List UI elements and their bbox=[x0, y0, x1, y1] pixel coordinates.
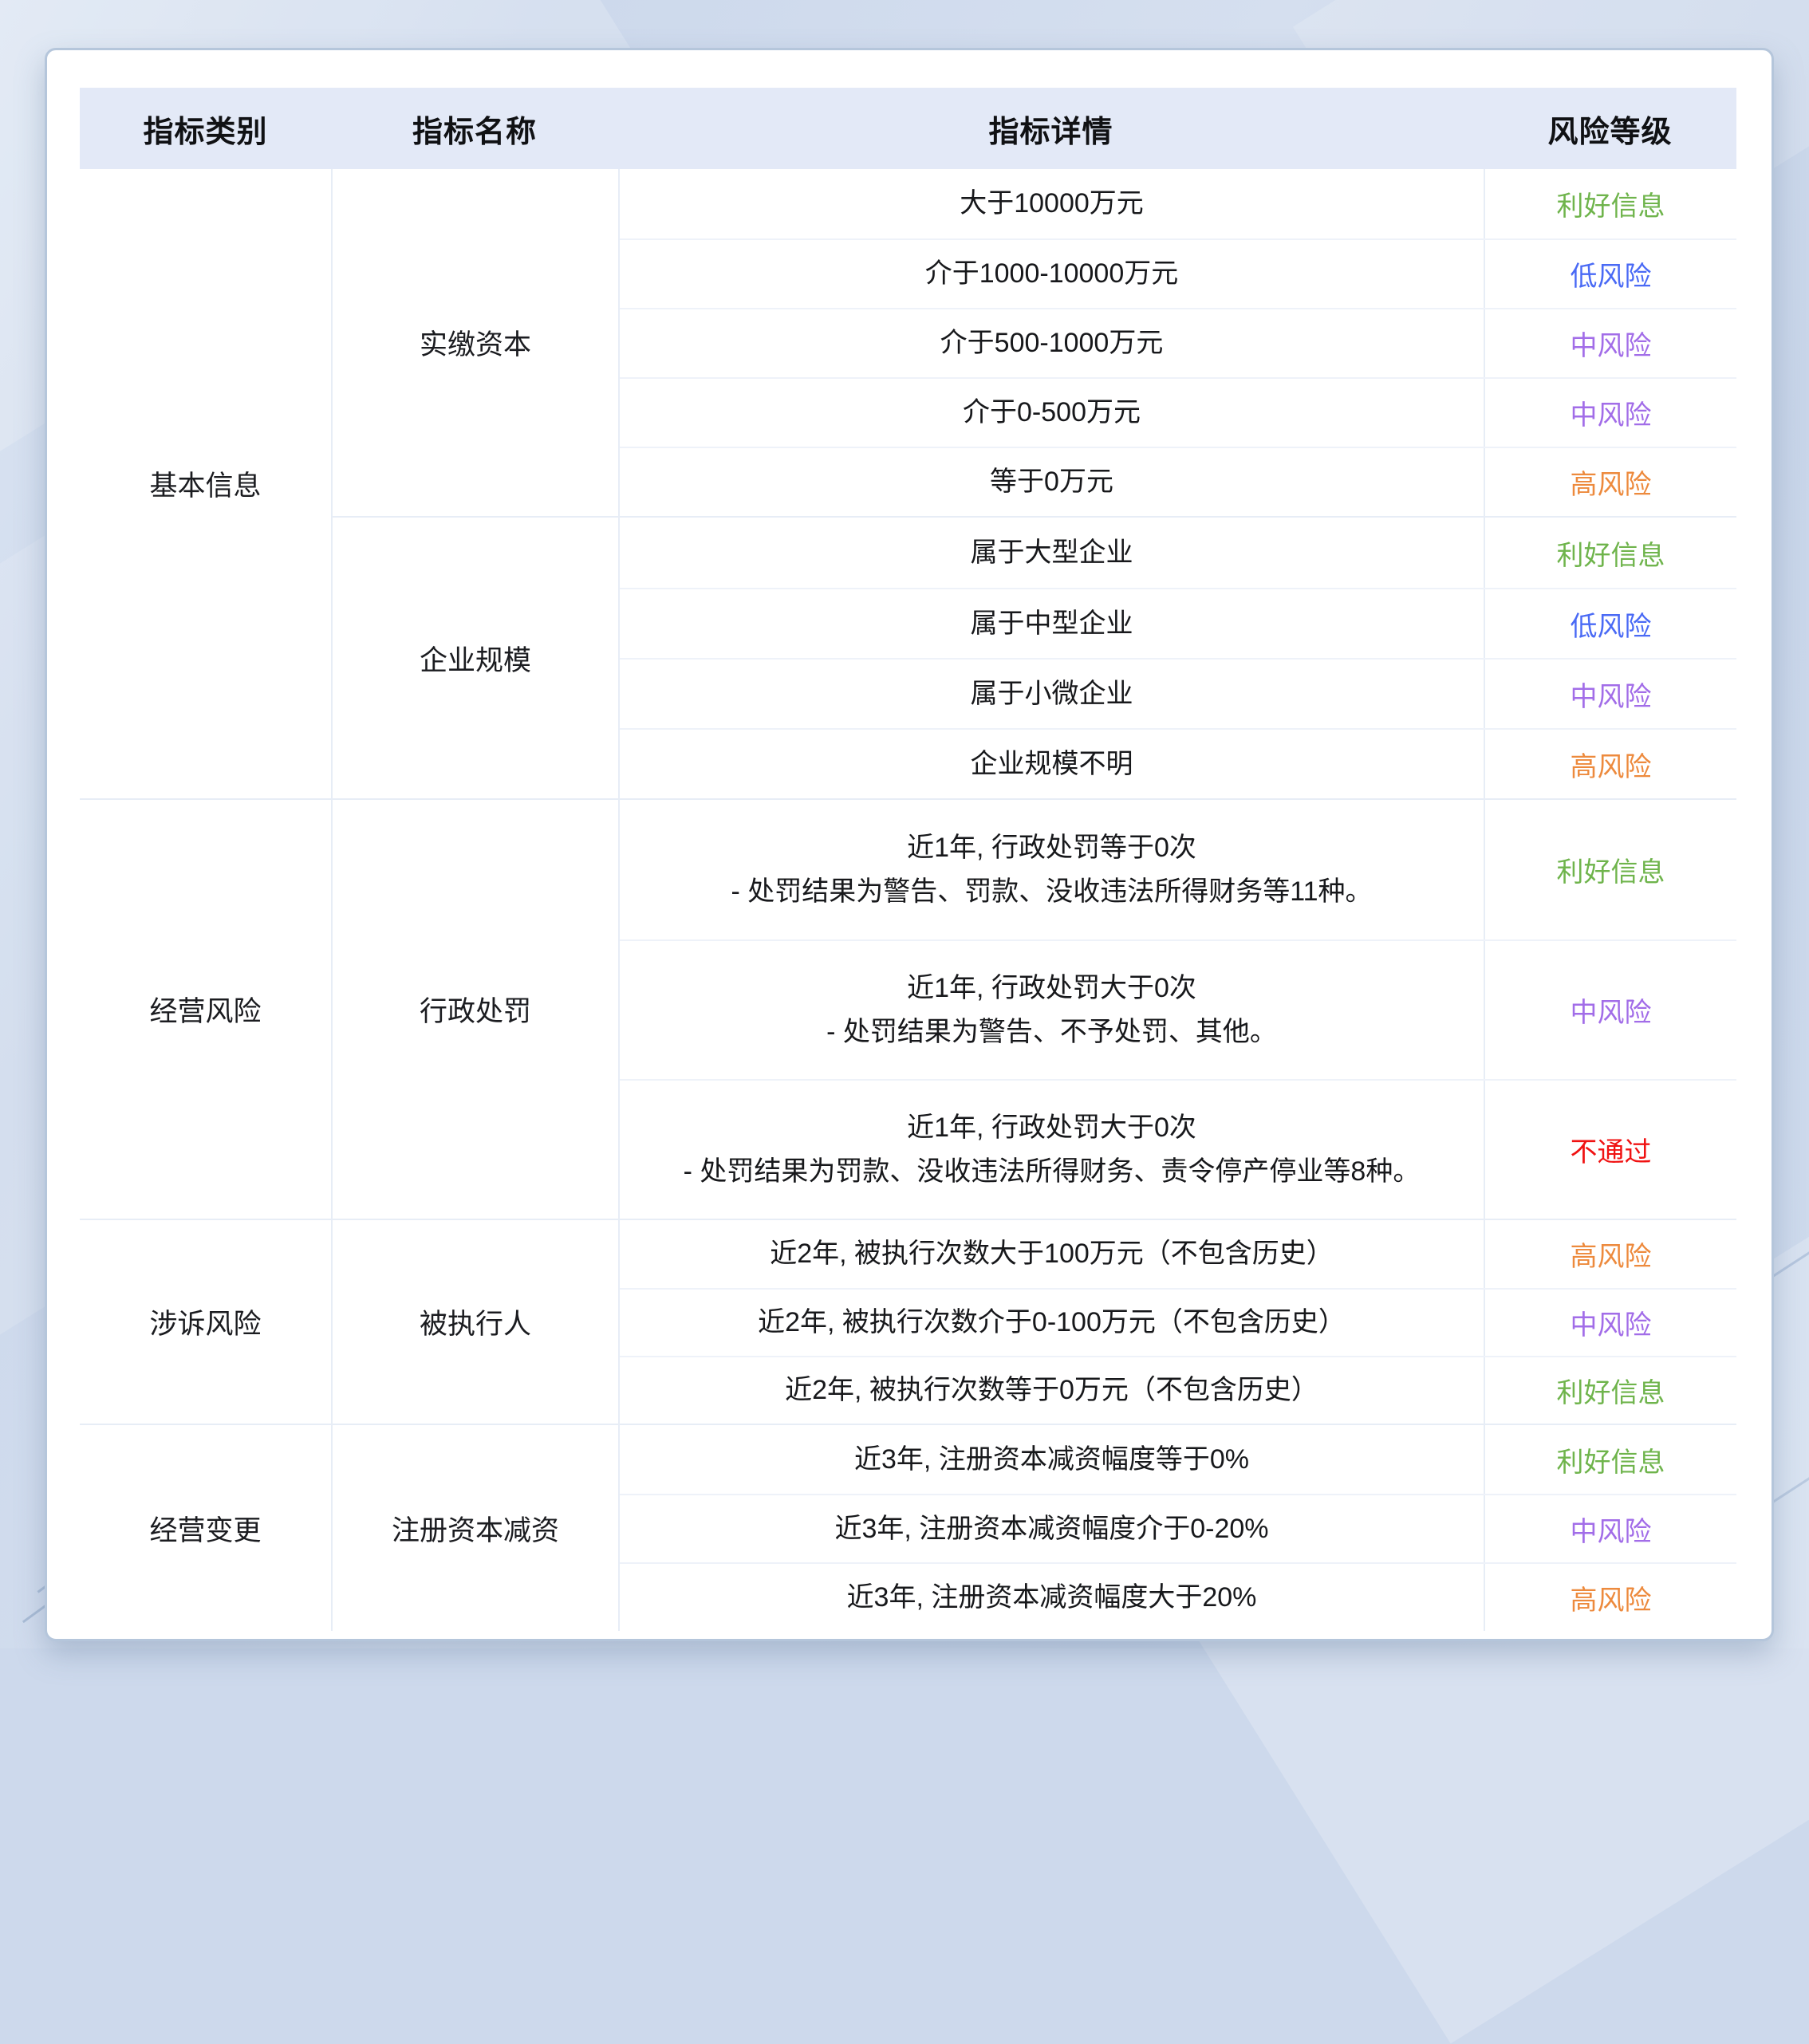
indicator-rows: 属于大型企业 利好信息 属于中型企业 低风险 属于小微企业 中风险 企业规模 bbox=[618, 518, 1736, 798]
table-row: 近2年, 被执行次数大于100万元（不包含历史） 高风险 bbox=[620, 1220, 1736, 1288]
indicator-detail-cell: 近3年, 注册资本减资幅度介于0-20% bbox=[834, 1513, 1269, 1544]
indicator-detail-cell: 近1年, 行政处罚大于0次 - 处罚结果为警告、不予处罚、其他。 bbox=[826, 973, 1277, 1047]
table-row: 介于0-500万元 中风险 bbox=[620, 377, 1736, 447]
risk-level: 低风险 bbox=[1484, 589, 1736, 658]
indicator-name-cell: 行政处罚 bbox=[419, 996, 531, 1027]
risk-level: 不通过 bbox=[1484, 1081, 1736, 1219]
category-group-body: 实缴资本 大于10000万元 利好信息 介于1000-10000万元 低风险 介… bbox=[331, 169, 1736, 798]
table-row: 属于中型企业 低风险 bbox=[620, 588, 1736, 658]
indicator-rows: 近3年, 注册资本减资幅度等于0% 利好信息 近3年, 注册资本减资幅度介于0-… bbox=[618, 1425, 1736, 1631]
table-row: 近3年, 注册资本减资幅度等于0% 利好信息 bbox=[620, 1425, 1736, 1494]
table-body: 基本信息 实缴资本 大于10000万元 利好信息 介于1000-10000万元 … bbox=[80, 169, 1736, 1631]
category-group-body: 行政处罚 近1年, 行政处罚等于0次 - 处罚结果为警告、罚款、没收违法所得财务… bbox=[331, 800, 1736, 1219]
table-row: 等于0万元 高风险 bbox=[620, 447, 1736, 516]
indicator-detail-cell: 介于0-500万元 bbox=[963, 397, 1141, 428]
indicator-detail-cell: 近1年, 行政处罚大于0次 - 处罚结果为罚款、没收违法所得财务、责令停产停业等… bbox=[683, 1113, 1421, 1187]
category-cell: 涉诉风险 bbox=[149, 1309, 262, 1340]
indicator-name-cell: 实缴资本 bbox=[419, 329, 531, 360]
category-group: 基本信息 实缴资本 大于10000万元 利好信息 介于1000-10000万元 … bbox=[80, 169, 1736, 798]
category-group-body: 被执行人 近2年, 被执行次数大于100万元（不包含历史） 高风险 近2年, 被… bbox=[331, 1220, 1736, 1424]
risk-level: 利好信息 bbox=[1484, 1425, 1736, 1494]
indicator-detail-cell: 近2年, 被执行次数大于100万元（不包含历史） bbox=[770, 1239, 1334, 1270]
indicator-detail-cell: 介于1000-10000万元 bbox=[924, 258, 1179, 289]
risk-level: 利好信息 bbox=[1484, 1357, 1736, 1424]
risk-level: 高风险 bbox=[1484, 730, 1736, 798]
table-row: 近1年, 行政处罚大于0次 - 处罚结果为警告、不予处罚、其他。 中风险 bbox=[620, 939, 1736, 1079]
indicator-block: 企业规模 属于大型企业 利好信息 属于中型企业 低风险 属于小微企业 中风险 bbox=[333, 516, 1736, 798]
risk-level: 利好信息 bbox=[1484, 800, 1736, 939]
category-cell: 经营风险 bbox=[149, 996, 262, 1027]
indicator-name-cell: 企业规模 bbox=[419, 644, 531, 676]
indicator-detail-cell: 大于10000万元 bbox=[960, 188, 1144, 219]
table-row: 近3年, 注册资本减资幅度介于0-20% 中风险 bbox=[620, 1494, 1736, 1562]
risk-level: 中风险 bbox=[1484, 379, 1736, 447]
table-row: 大于10000万元 利好信息 bbox=[620, 169, 1736, 238]
category-group-body: 注册资本减资 近3年, 注册资本减资幅度等于0% 利好信息 近3年, 注册资本减… bbox=[331, 1425, 1736, 1631]
column-header-risk: 风险等级 bbox=[1547, 115, 1673, 149]
category-group: 经营变更 注册资本减资 近3年, 注册资本减资幅度等于0% 利好信息 近3年, … bbox=[80, 1424, 1736, 1631]
category-group: 经营风险 行政处罚 近1年, 行政处罚等于0次 - 处罚结果为警告、罚款、没收违… bbox=[80, 798, 1736, 1219]
indicator-rows: 近2年, 被执行次数大于100万元（不包含历史） 高风险 近2年, 被执行次数介… bbox=[618, 1220, 1736, 1424]
indicator-rows: 近1年, 行政处罚等于0次 - 处罚结果为警告、罚款、没收违法所得财务等11种。… bbox=[618, 800, 1736, 1219]
risk-indicator-table: 指标类别 指标名称 指标详情 风险等级 基本信息 实缴资本 大于10000万元 … bbox=[80, 88, 1736, 1631]
indicator-detail-cell: 近3年, 注册资本减资幅度等于0% bbox=[854, 1443, 1249, 1475]
category-group: 涉诉风险 被执行人 近2年, 被执行次数大于100万元（不包含历史） 高风险 近… bbox=[80, 1219, 1736, 1424]
indicator-detail-cell: 近2年, 被执行次数等于0万元（不包含历史） bbox=[785, 1375, 1318, 1406]
table-row: 近1年, 行政处罚等于0次 - 处罚结果为警告、罚款、没收违法所得财务等11种。… bbox=[620, 800, 1736, 939]
table-row: 介于1000-10000万元 低风险 bbox=[620, 238, 1736, 308]
indicator-detail-cell: 属于小微企业 bbox=[970, 678, 1133, 709]
table-row: 属于小微企业 中风险 bbox=[620, 658, 1736, 728]
column-header-detail: 指标详情 bbox=[988, 115, 1113, 149]
risk-level: 高风险 bbox=[1484, 1220, 1736, 1288]
indicator-detail-cell: 等于0万元 bbox=[990, 467, 1113, 498]
table-row: 介于500-1000万元 中风险 bbox=[620, 308, 1736, 377]
indicator-detail-cell: 近2年, 被执行次数介于0-100万元（不包含历史） bbox=[758, 1307, 1346, 1338]
indicator-block: 实缴资本 大于10000万元 利好信息 介于1000-10000万元 低风险 介… bbox=[333, 169, 1736, 516]
column-header-category: 指标类别 bbox=[143, 115, 268, 149]
risk-level: 高风险 bbox=[1484, 448, 1736, 516]
indicator-rows: 大于10000万元 利好信息 介于1000-10000万元 低风险 介于500-… bbox=[618, 169, 1736, 516]
risk-level: 中风险 bbox=[1484, 1495, 1736, 1562]
indicator-name-cell: 被执行人 bbox=[419, 1309, 531, 1340]
table-header-row: 指标类别 指标名称 指标详情 风险等级 bbox=[80, 88, 1736, 169]
category-cell: 经营变更 bbox=[149, 1514, 262, 1546]
indicator-detail-cell: 介于500-1000万元 bbox=[940, 328, 1164, 359]
table-row: 企业规模不明 高风险 bbox=[620, 728, 1736, 798]
table-row: 属于大型企业 利好信息 bbox=[620, 518, 1736, 588]
category-cell: 基本信息 bbox=[149, 471, 262, 502]
column-header-name: 指标名称 bbox=[412, 115, 537, 149]
indicator-detail-cell: 属于中型企业 bbox=[970, 608, 1133, 639]
indicator-detail-cell: 近1年, 行政处罚等于0次 - 处罚结果为警告、罚款、没收违法所得财务等11种。 bbox=[731, 833, 1373, 907]
risk-level: 中风险 bbox=[1484, 660, 1736, 728]
indicator-detail-cell: 企业规模不明 bbox=[970, 748, 1133, 779]
indicator-detail-cell: 属于大型企业 bbox=[970, 537, 1133, 568]
indicator-name-cell: 注册资本减资 bbox=[391, 1514, 559, 1546]
table-row: 近2年, 被执行次数等于0万元（不包含历史） 利好信息 bbox=[620, 1356, 1736, 1424]
table-row: 近3年, 注册资本减资幅度大于20% 高风险 bbox=[620, 1562, 1736, 1631]
risk-level: 低风险 bbox=[1484, 240, 1736, 308]
table-row: 近2年, 被执行次数介于0-100万元（不包含历史） 中风险 bbox=[620, 1288, 1736, 1356]
risk-level: 中风险 bbox=[1484, 941, 1736, 1079]
table-row: 近1年, 行政处罚大于0次 - 处罚结果为罚款、没收违法所得财务、责令停产停业等… bbox=[620, 1079, 1736, 1219]
risk-level: 高风险 bbox=[1484, 1564, 1736, 1631]
indicator-block: 被执行人 近2年, 被执行次数大于100万元（不包含历史） 高风险 近2年, 被… bbox=[333, 1220, 1736, 1424]
risk-level: 中风险 bbox=[1484, 1290, 1736, 1356]
risk-level: 利好信息 bbox=[1484, 518, 1736, 588]
indicator-block: 注册资本减资 近3年, 注册资本减资幅度等于0% 利好信息 近3年, 注册资本减… bbox=[333, 1425, 1736, 1631]
indicator-block: 行政处罚 近1年, 行政处罚等于0次 - 处罚结果为警告、罚款、没收违法所得财务… bbox=[333, 800, 1736, 1219]
risk-level: 利好信息 bbox=[1484, 169, 1736, 238]
risk-level: 中风险 bbox=[1484, 309, 1736, 377]
indicator-detail-cell: 近3年, 注册资本减资幅度大于20% bbox=[846, 1581, 1257, 1613]
